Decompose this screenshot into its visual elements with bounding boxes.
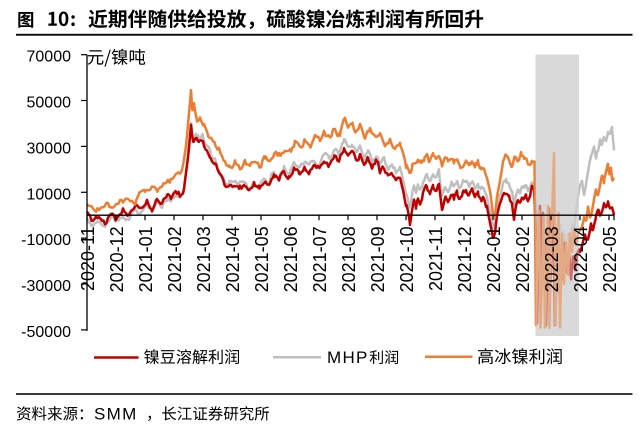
svg-text:2021-04: 2021-04 [223,226,243,292]
svg-text:2020-12: 2020-12 [107,226,127,292]
svg-text:-10000: -10000 [21,232,71,249]
svg-text:2021-08: 2021-08 [339,226,359,292]
svg-text:2022-04: 2022-04 [571,226,591,292]
svg-text:2021-01: 2021-01 [136,226,156,292]
svg-text:30000: 30000 [27,140,72,157]
svg-text:2022-03: 2022-03 [542,226,562,292]
svg-text:SMM: SMM [94,404,138,423]
svg-text:70000: 70000 [27,49,72,66]
svg-text:2021-05: 2021-05 [252,226,272,292]
svg-text:2021-02: 2021-02 [165,226,185,292]
svg-text:50000: 50000 [27,95,72,112]
svg-text:2022-01: 2022-01 [484,226,504,292]
svg-text:2021-03: 2021-03 [194,226,214,292]
svg-text:-30000: -30000 [21,278,71,295]
svg-text:2021-12: 2021-12 [455,226,475,292]
svg-text:2021-06: 2021-06 [281,226,301,292]
svg-text:2021-10: 2021-10 [397,226,417,292]
svg-text:-50000: -50000 [21,324,71,341]
svg-text:MHP: MHP [327,348,369,367]
svg-text:2022-02: 2022-02 [513,226,533,292]
svg-text:2020-11: 2020-11 [78,226,98,291]
svg-text:2021-07: 2021-07 [310,226,330,292]
svg-text:10000: 10000 [27,186,72,203]
svg-text:2022-05: 2022-05 [600,226,620,292]
svg-text:2021-09: 2021-09 [368,226,388,292]
svg-text:2021-11: 2021-11 [426,226,446,291]
